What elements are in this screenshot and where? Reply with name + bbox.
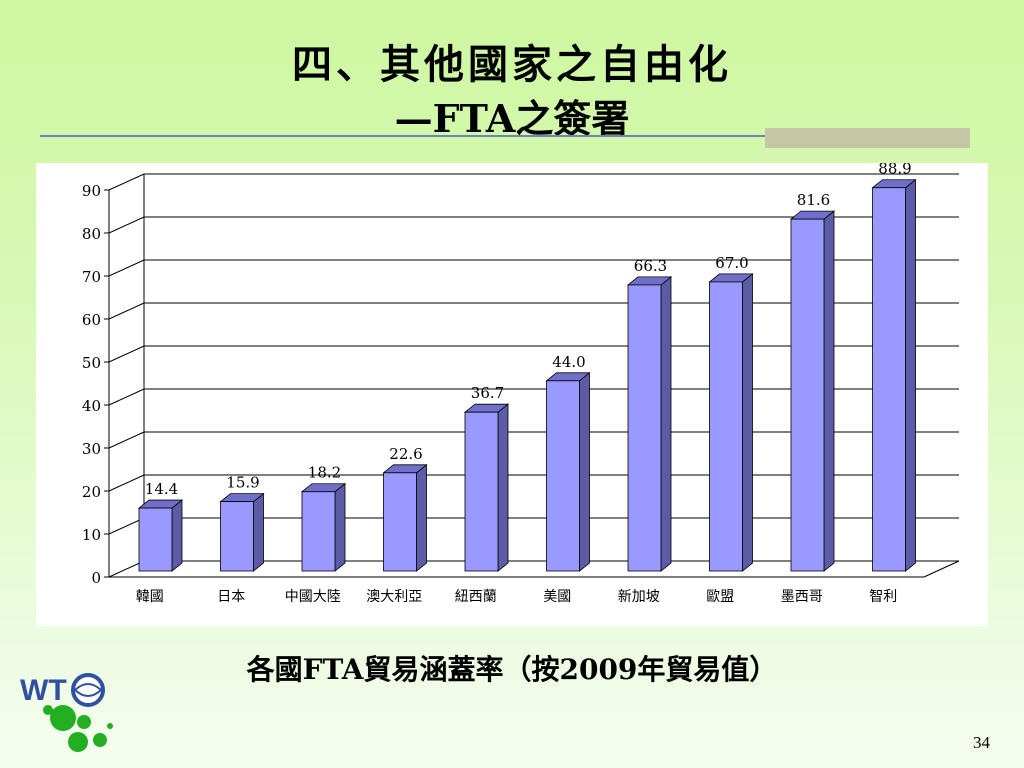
gridline-depth [108,431,145,449]
logo-text: WT [20,674,67,707]
y-tick-label: 60 [82,311,101,329]
bar [220,501,254,572]
bar [790,218,825,572]
slide-title-line1: 四、其他國家之自由化 [292,41,732,88]
data-label: 44.0 [552,353,585,371]
data-label: 36.7 [471,384,504,402]
y-tick-label: 70 [82,268,101,286]
data-label: 15.9 [226,474,259,492]
floor-edge [923,560,960,578]
bar-side [171,499,183,572]
title-accent-bar [765,128,970,148]
y-tick-label: 30 [82,440,101,458]
bar-side [742,273,753,572]
x-tick-label: 歐盟 [706,589,734,605]
data-label: 18.2 [308,464,341,482]
bar-side [334,482,346,572]
bar [301,491,336,572]
x-tick-label: 美國 [543,589,571,605]
y-tick-label: 10 [82,526,101,544]
bar [464,411,499,572]
y-tick-label: 50 [82,354,101,372]
gridline-depth [108,560,145,578]
gridline-depth [108,173,145,191]
gridline-depth [108,388,145,406]
wto-logo: WT [20,673,113,752]
bar [627,284,662,572]
bar-side [497,403,509,572]
bar-side [416,463,427,572]
bar [872,187,906,572]
data-label: 22.6 [389,445,422,463]
y-tick-label: 80 [82,225,101,243]
gridline-depth [108,517,145,535]
data-label: 81.6 [797,191,830,209]
data-label: 88.9 [878,163,911,178]
bar-chart: 0 10 20 30 40 50 60 70 80 90 14.4 韓國 15.9 日本 18.2 中國大陸 2… [82,163,960,605]
data-label: 67.0 [715,254,748,272]
page-number: 34 [973,733,990,752]
bar [546,380,580,572]
bar-side [905,178,916,572]
x-tick-label: 澳大利亞 [366,589,422,605]
y-tick-label: 40 [82,397,101,415]
title-divider [40,135,970,137]
data-label: 66.3 [634,257,667,275]
bar-side [579,371,590,572]
gridline-depth [108,259,145,277]
gridline-depth [108,302,145,320]
x-tick-label: 墨西哥 [781,589,823,605]
bar-side [660,276,672,572]
y-tick-label: 0 [91,569,101,587]
bar-side [823,210,835,572]
x-tick-label: 韓國 [136,589,164,605]
data-label: 14.4 [145,480,178,498]
bar [138,507,173,572]
chart-caption: 各國FTA貿易涵蓋率（按2009年貿易值） [246,653,778,686]
y-tick-label: 90 [82,182,101,200]
x-tick-label: 紐西蘭 [455,589,497,605]
bar-side [253,492,264,572]
x-tick-label: 新加坡 [618,589,660,605]
bar [709,281,743,572]
y-tick-label: 20 [82,483,101,501]
x-tick-label: 日本 [217,589,245,605]
x-tick-label: 中國大陸 [285,589,341,605]
x-tick-label: 智利 [869,589,897,605]
slide-title-line2: —FTA之簽署 [394,96,630,141]
gridline-depth [108,474,145,492]
bar [383,472,417,572]
gridline-depth [108,216,145,234]
gridline-depth [108,345,145,363]
